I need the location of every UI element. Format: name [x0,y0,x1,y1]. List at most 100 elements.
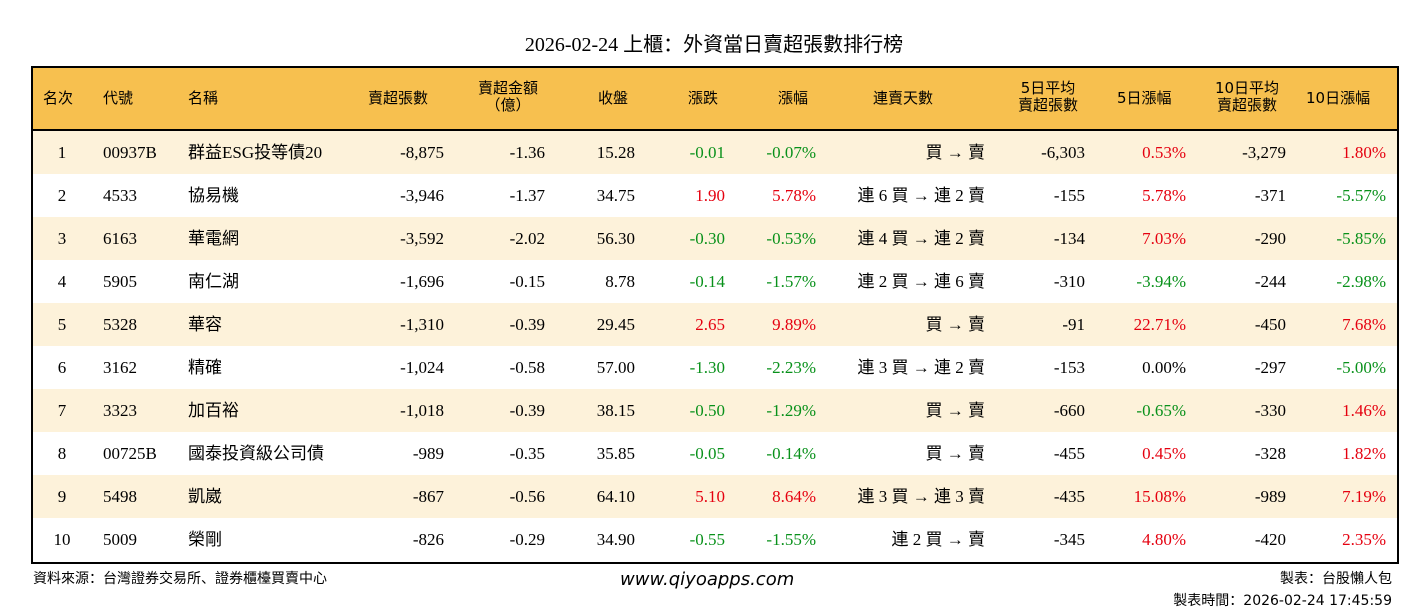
cell-sell-lots: -3,592 [400,229,444,248]
cell-rank: 4 [57,272,67,291]
cell-change: -0.14 [689,272,725,291]
cell-pct10: -5.85% [1336,229,1386,248]
table-header: 名次 代號 名稱 賣超張數 賣超金額 （億） 收盤 漲跌 漲幅 連賣天數 5日平均… [33,68,1397,131]
cell-pct10: 1.46% [1342,401,1386,420]
cell-avg5: -134 [1053,229,1085,248]
cell-change: 2.65 [695,315,725,334]
cell-change: -0.50 [689,401,725,420]
cell-pct5: -3.94% [1136,272,1186,291]
cell-sell-lots: -826 [412,530,444,549]
cell-avg5: -310 [1053,272,1085,291]
cell-name: 南仁湖 [188,272,239,291]
website-link[interactable]: www.qiyoapps.com [620,569,795,590]
cell-code: 5009 [103,530,137,549]
cell-code: 3162 [103,358,137,377]
cell-pct5: 0.45% [1142,444,1186,463]
cell-sell-amount: -2.02 [509,229,545,248]
cell-rank: 3 [57,229,67,248]
cell-pct10: 1.82% [1342,444,1386,463]
table-row: 5 5328 華容 -1,310 -0.39 29.45 2.65 9.89% 買 → 賣 -91… [33,303,1397,346]
table-row: 1 00937B 群益ESG投等債20 -8,875 -1.36 15.28 -0.01 -0… [33,131,1397,174]
cell-avg10: -297 [1254,358,1286,377]
cell-change-pct: -1.57% [766,272,816,291]
cell-code: 3323 [103,401,137,420]
cell-sell-lots: -989 [412,444,444,463]
cell-close: 35.85 [596,444,635,463]
cell-sell-lots: -3,946 [400,186,444,205]
header-sell-amount: 賣超金額 （億） [477,79,538,114]
header-avg10: 10日平均 賣超張數 [1214,79,1280,114]
cell-streak: 買 → 賣 [925,315,986,334]
cell-avg5: -455 [1053,444,1085,463]
cell-change-pct: -0.07% [766,143,816,162]
table-row: 2 4533 協易機 -3,946 -1.37 34.75 1.90 5.78% 連 6 買 →… [33,174,1397,217]
cell-sell-lots: -1,696 [400,272,444,291]
cell-sell-amount: -0.56 [509,487,545,506]
cell-name: 凱崴 [188,487,222,506]
cell-avg10: -244 [1254,272,1286,291]
table-row: 8 00725B 國泰投資級公司債 -989 -0.35 35.85 -0.05 -0.14%… [33,432,1397,475]
cell-pct10: -2.98% [1336,272,1386,291]
cell-sell-lots: -1,018 [400,401,444,420]
table-row: 7 3323 加百裕 -1,018 -0.39 38.15 -0.50 -1.29% 買 → 賣… [33,389,1397,432]
header-close: 收盤 [598,89,629,107]
cell-close: 64.10 [596,487,635,506]
cell-change: -0.05 [689,444,725,463]
header-streak: 連賣天數 [873,89,934,107]
cell-avg10: -450 [1254,315,1286,334]
cell-rank: 2 [57,186,67,205]
cell-pct10: -5.57% [1336,186,1386,205]
cell-change-pct: -2.23% [766,358,816,377]
header-pct5: 5日漲幅 [1117,89,1172,107]
cell-sell-amount: -1.37 [509,186,545,205]
table-row: 9 5498 凱崴 -867 -0.56 64.10 5.10 8.64% 連 3 買 → 連 … [33,475,1397,518]
cell-pct10: 7.68% [1342,315,1386,334]
table-row: 4 5905 南仁湖 -1,696 -0.15 8.78 -0.14 -1.57% 連 2 買 … [33,260,1397,303]
cell-close: 8.78 [605,272,635,291]
cell-code: 5328 [103,315,137,334]
cell-change-pct: -0.14% [766,444,816,463]
cell-close: 34.75 [596,186,635,205]
cell-change-pct: 5.78% [772,186,816,205]
cell-streak: 買 → 賣 [925,444,986,463]
cell-avg10: -290 [1254,229,1286,248]
data-source: 資料來源：台灣證券交易所、證券櫃檯買賣中心 [33,571,327,587]
cell-streak: 連 3 買 → 連 3 賣 [857,487,986,506]
cell-change-pct: -1.29% [766,401,816,420]
cell-rank: 10 [53,530,71,549]
cell-change: 1.90 [695,186,725,205]
header-sell-lots: 賣超張數 [368,89,429,107]
cell-streak: 連 4 買 → 連 2 賣 [857,229,986,248]
page-title: 2026-02-24 上櫃：外資當日賣超張數排行榜 [524,34,904,56]
header-avg5: 5日平均 賣超張數 [1017,79,1078,114]
cell-avg5: -155 [1053,186,1085,205]
cell-streak: 連 2 買 → 賣 [891,530,986,549]
cell-avg10: -420 [1254,530,1286,549]
cell-code: 00725B [103,444,157,463]
cell-code: 4533 [103,186,137,205]
cell-avg10: -989 [1254,487,1286,506]
cell-avg10: -371 [1254,186,1286,205]
cell-name: 榮剛 [188,530,222,549]
cell-pct5: 15.08% [1133,487,1186,506]
cell-name: 華容 [188,315,222,334]
cell-avg5: -435 [1053,487,1085,506]
cell-rank: 7 [57,401,67,420]
cell-pct10: 1.80% [1342,143,1386,162]
cell-avg5: -153 [1053,358,1085,377]
cell-sell-amount: -0.39 [509,315,545,334]
cell-change-pct: 8.64% [772,487,816,506]
cell-close: 56.30 [596,229,635,248]
cell-pct5: 7.03% [1142,229,1186,248]
maker: 製表：台股懶人包 [1280,571,1392,587]
cell-name: 華電網 [188,229,239,248]
cell-code: 6163 [103,229,137,248]
cell-sell-lots: -867 [412,487,444,506]
cell-close: 15.28 [596,143,635,162]
cell-close: 34.90 [596,530,635,549]
cell-change: -0.55 [689,530,725,549]
cell-rank: 9 [57,487,67,506]
cell-change: -0.01 [689,143,725,162]
cell-pct5: 22.71% [1133,315,1186,334]
cell-code: 00937B [103,143,157,162]
